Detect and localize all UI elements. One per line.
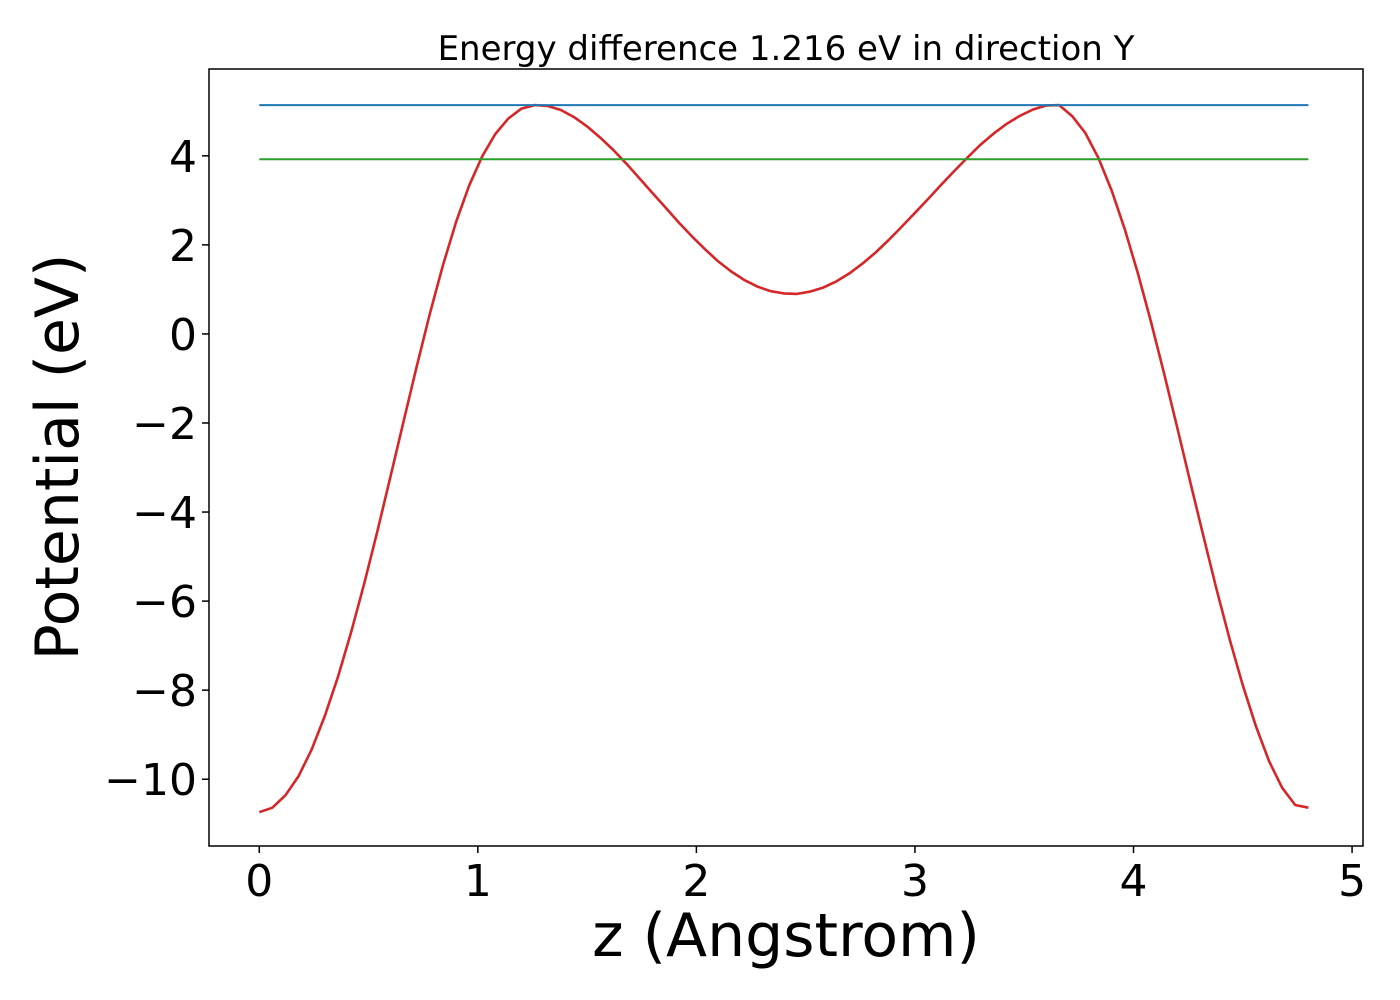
plot-frame bbox=[208, 68, 1364, 847]
y-tick-label-3: −4 bbox=[132, 488, 197, 539]
y-tick-label-7: 4 bbox=[169, 132, 197, 183]
x-axis-ticks: 0 1 2 3 4 5 bbox=[245, 846, 1366, 907]
y-axis-label: Potential (eV) bbox=[23, 254, 93, 661]
chart-title: Energy difference 1.216 eV in direction … bbox=[438, 29, 1135, 69]
y-tick-label-6: 2 bbox=[169, 221, 197, 272]
x-tick-label-0: 0 bbox=[245, 856, 273, 907]
x-tick-label-3: 3 bbox=[901, 856, 929, 907]
x-axis-label: z (Angstrom) bbox=[592, 901, 980, 971]
series-layer bbox=[258, 103, 1309, 814]
y-tick-label-4: −2 bbox=[132, 399, 197, 450]
x-tick-label-4: 4 bbox=[1120, 856, 1148, 907]
x-tick-label-5: 5 bbox=[1338, 856, 1366, 907]
y-tick-label-1: −8 bbox=[132, 666, 197, 717]
y-axis-ticks: −10 −8 −6 −4 −2 0 2 4 bbox=[104, 132, 209, 806]
series-line-0 bbox=[258, 103, 1309, 814]
y-tick-label-2: −6 bbox=[132, 577, 197, 628]
x-tick-label-1: 1 bbox=[464, 856, 492, 907]
y-tick-label-0: −10 bbox=[104, 755, 197, 806]
y-tick-label-5: 0 bbox=[169, 310, 197, 361]
x-tick-label-2: 2 bbox=[682, 856, 710, 907]
